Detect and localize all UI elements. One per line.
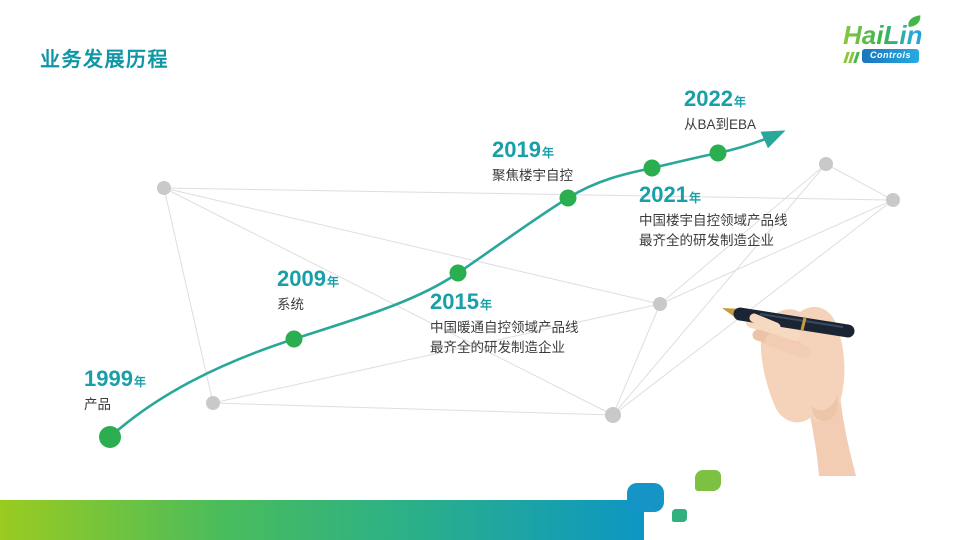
page-title: 业务发展历程 [40,49,169,71]
milestone-year: 1999年 [84,366,146,391]
milestone-desc: 聚焦楼宇自控 [492,168,573,183]
milestone-2019: 2019年 聚焦楼宇自控 [492,139,573,186]
milestone-2021: 2021年 中国楼宇自控领域产品线 最齐全的研发制造企业 [639,184,788,250]
milestone-dot-2021 [643,159,661,177]
logo-controls-badge: Controls [862,49,919,63]
teal-deco-square [672,509,687,522]
milestone-year: 2009年 [277,266,339,291]
milestone-desc: 中国楼宇自控领域产品线 最齐全的研发制造企业 [639,213,788,248]
milestone-year: 2022年 [684,86,746,111]
green-deco-square [695,470,721,491]
milestone-dot-2009 [285,330,303,348]
milestone-dot-2019 [559,189,577,207]
logo-subrow: Controls [843,49,943,63]
milestone-1999: 1999年 产品 [84,368,146,415]
growth-curve [108,130,786,439]
milestone-desc: 系统 [277,297,304,312]
milestone-desc: 从BA到EBA [684,117,757,132]
blue-step-square [627,483,664,512]
bottom-gradient-bar [0,500,644,540]
milestone-dot-1999 [99,426,121,448]
network-mesh [163,163,894,416]
milestone-2015: 2015年 中国暖通自控领域产品线 最齐全的研发制造企业 [430,291,579,357]
milestone-desc: 产品 [84,397,111,412]
logo-wordmark: HaiLin [843,22,943,48]
hand-with-pen-illustration [722,306,856,476]
milestone-2009: 2009年 系统 [277,268,339,315]
milestone-year: 2021年 [639,182,701,207]
milestone-dot-2015 [449,264,467,282]
leaf-icon [908,15,921,27]
milestone-desc: 中国暖通自控领域产品线 最齐全的研发制造企业 [430,320,579,355]
milestone-year: 2015年 [430,289,492,314]
milestone-2022: 2022年 从BA到EBA [684,88,756,135]
hailin-logo: HaiLin Controls [843,15,943,63]
network-nodes [157,157,900,423]
milestone-dot-2022 [709,144,727,162]
milestone-year: 2019年 [492,137,554,162]
